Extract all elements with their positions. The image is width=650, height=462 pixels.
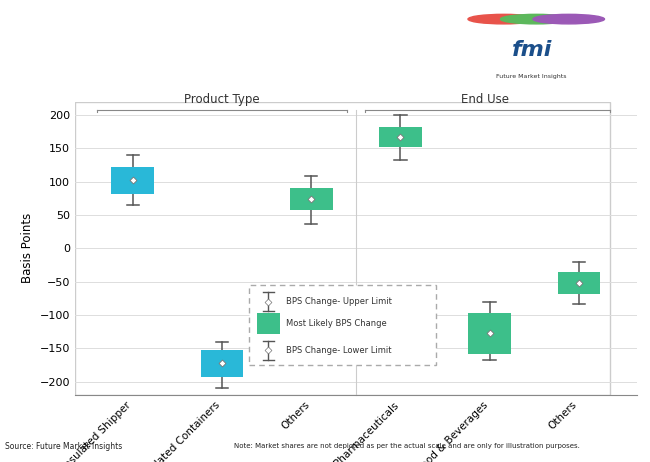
Text: Future Market Insights: Future Market Insights <box>497 74 567 79</box>
Y-axis label: Basis Points: Basis Points <box>21 213 34 284</box>
FancyBboxPatch shape <box>468 2 644 85</box>
Bar <box>379 127 422 147</box>
Text: BPS Change- Upper Limit: BPS Change- Upper Limit <box>286 297 392 306</box>
Bar <box>201 350 243 377</box>
Bar <box>111 167 154 194</box>
Text: Most Likely BPS Change: Most Likely BPS Change <box>286 319 387 328</box>
FancyBboxPatch shape <box>249 285 436 365</box>
Text: BPS Change- Lower Limit: BPS Change- Lower Limit <box>286 346 392 355</box>
Text: fmi: fmi <box>512 40 552 61</box>
Circle shape <box>533 14 604 24</box>
Text: Source: Future Market Insights: Source: Future Market Insights <box>5 442 122 451</box>
Bar <box>558 272 601 294</box>
Circle shape <box>500 14 572 24</box>
Text: Temperature-Controlled Packaging Solutions Market, 2021-2031: Temperature-Controlled Packaging Solutio… <box>10 55 461 67</box>
Text: End Use: End Use <box>462 93 510 106</box>
Bar <box>290 188 333 210</box>
Text: Projected BPS Change in Market Share for Key Segments in Global Passive: Projected BPS Change in Market Share for… <box>10 18 535 31</box>
Bar <box>468 313 511 354</box>
Text: Note: Market shares are not depicted as per the actual scale and are only for il: Note: Market shares are not depicted as … <box>234 444 580 449</box>
Text: Product Type: Product Type <box>184 93 260 106</box>
Circle shape <box>468 14 540 24</box>
Bar <box>257 313 280 334</box>
